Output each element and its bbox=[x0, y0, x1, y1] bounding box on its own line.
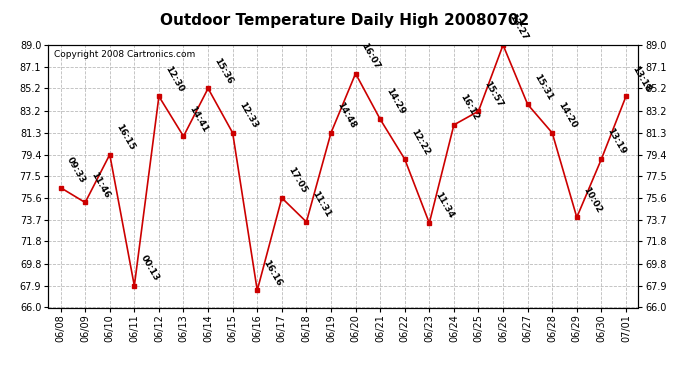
Text: 15:57: 15:57 bbox=[482, 79, 505, 108]
Text: 14:29: 14:29 bbox=[384, 87, 406, 116]
Text: 16:07: 16:07 bbox=[359, 42, 382, 71]
Text: Outdoor Temperature Daily High 20080702: Outdoor Temperature Daily High 20080702 bbox=[160, 13, 530, 28]
Text: 09:33: 09:33 bbox=[65, 156, 87, 185]
Text: 14:48: 14:48 bbox=[335, 100, 357, 130]
Text: 16:16: 16:16 bbox=[262, 258, 284, 288]
Text: 17:05: 17:05 bbox=[286, 166, 308, 195]
Text: 15:36: 15:36 bbox=[213, 56, 235, 86]
Text: 12:30: 12:30 bbox=[163, 64, 185, 94]
Text: 12:33: 12:33 bbox=[237, 101, 259, 130]
Text: 11:31: 11:31 bbox=[310, 190, 333, 219]
Text: 11:34: 11:34 bbox=[433, 191, 455, 220]
Text: 13:18: 13:18 bbox=[630, 64, 652, 94]
Text: 00:13: 00:13 bbox=[139, 254, 161, 283]
Text: 10:02: 10:02 bbox=[581, 186, 603, 214]
Text: 11:46: 11:46 bbox=[89, 170, 112, 200]
Text: 14:20: 14:20 bbox=[556, 101, 578, 130]
Text: 13:27: 13:27 bbox=[507, 13, 529, 42]
Text: 13:19: 13:19 bbox=[606, 127, 628, 156]
Text: 14:41: 14:41 bbox=[188, 104, 210, 134]
Text: 15:31: 15:31 bbox=[532, 72, 554, 102]
Text: Copyright 2008 Cartronics.com: Copyright 2008 Cartronics.com bbox=[55, 50, 195, 59]
Text: 12:22: 12:22 bbox=[409, 127, 431, 156]
Text: 16:12: 16:12 bbox=[458, 93, 480, 122]
Text: 16:15: 16:15 bbox=[114, 123, 136, 152]
